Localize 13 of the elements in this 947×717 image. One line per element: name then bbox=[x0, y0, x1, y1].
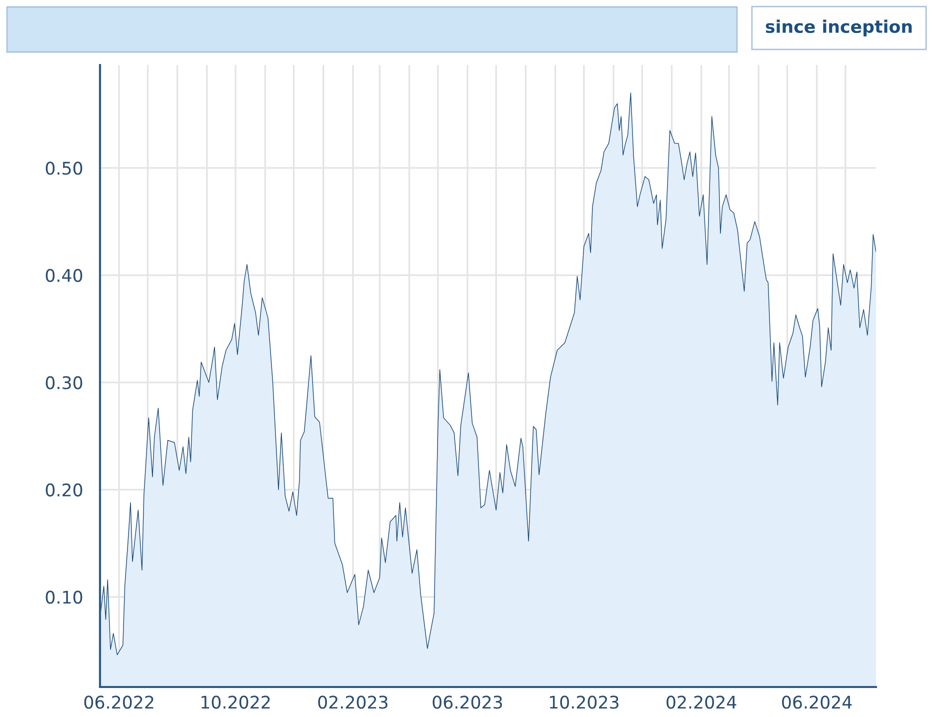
x-tick-label: 06.2022 bbox=[84, 696, 154, 709]
x-tick-label: 10.2022 bbox=[202, 696, 270, 709]
text: since inception bbox=[766, 20, 912, 36]
x-tick-label: 02.2023 bbox=[318, 696, 388, 709]
y-tick-label: 0.50 bbox=[46, 162, 82, 175]
x-tick-label: 10.2023 bbox=[550, 696, 618, 709]
x-tick-label: 02.2024 bbox=[666, 696, 736, 709]
y-tick-label: 0.40 bbox=[46, 268, 82, 282]
x-tick-label: 06.2023 bbox=[432, 696, 502, 709]
x-tick-label: 06.2024 bbox=[782, 696, 852, 709]
y-tick-label: 0.30 bbox=[46, 376, 82, 390]
y-tick-label: 0.10 bbox=[46, 590, 82, 604]
y-tick-label: 0.20 bbox=[46, 483, 82, 497]
